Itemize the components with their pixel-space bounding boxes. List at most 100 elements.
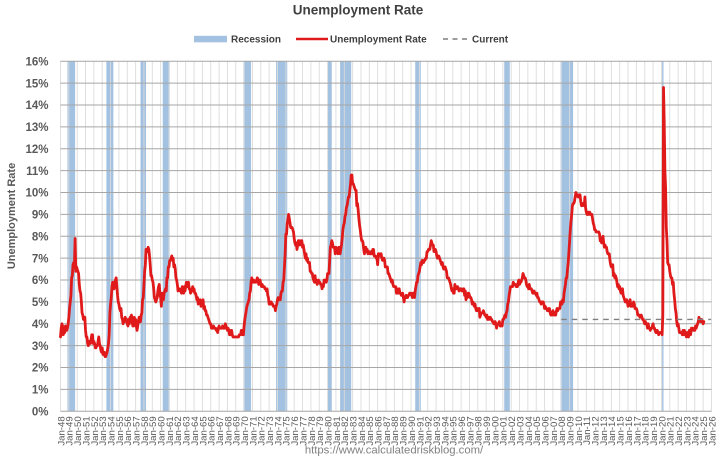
svg-text:Unemployment Rate: Unemployment Rate [6, 163, 18, 269]
svg-text:Current: Current [472, 35, 509, 46]
svg-text:Jan-53: Jan-53 [98, 416, 109, 445]
svg-text:Jan-10: Jan-10 [574, 416, 585, 445]
svg-text:Jan-70: Jan-70 [240, 416, 251, 445]
svg-text:Jan-77: Jan-77 [298, 416, 309, 445]
svg-text:Jan-23: Jan-23 [682, 416, 693, 445]
svg-text:Jan-74: Jan-74 [273, 416, 284, 446]
svg-text:1%: 1% [32, 385, 49, 397]
svg-text:Jan-61: Jan-61 [165, 416, 176, 445]
svg-text:Jan-83: Jan-83 [349, 416, 360, 445]
svg-text:Jan-91: Jan-91 [415, 416, 426, 445]
svg-text:Jan-06: Jan-06 [540, 416, 551, 445]
svg-text:Jan-04: Jan-04 [524, 416, 535, 446]
svg-text:Jan-81: Jan-81 [332, 416, 343, 445]
svg-text:Jan-21: Jan-21 [666, 416, 677, 445]
svg-text:Jan-65: Jan-65 [198, 416, 209, 445]
svg-text:Jan-58: Jan-58 [140, 416, 151, 445]
svg-text:Jan-05: Jan-05 [532, 416, 543, 445]
svg-text:9%: 9% [32, 210, 49, 222]
svg-text:Jan-17: Jan-17 [632, 416, 643, 445]
svg-text:Jan-66: Jan-66 [207, 416, 218, 445]
svg-text:Jan-92: Jan-92 [424, 416, 435, 445]
svg-text:Jan-95: Jan-95 [449, 416, 460, 445]
svg-text:13%: 13% [25, 122, 48, 134]
svg-text:Jan-12: Jan-12 [591, 416, 602, 445]
svg-text:Jan-50: Jan-50 [73, 416, 84, 445]
svg-text:Jan-18: Jan-18 [641, 416, 652, 445]
svg-text:8%: 8% [32, 231, 49, 243]
svg-text:Jan-84: Jan-84 [357, 416, 368, 446]
svg-text:0%: 0% [32, 406, 49, 418]
svg-text:Jan-22: Jan-22 [674, 416, 685, 445]
svg-text:Jan-00: Jan-00 [490, 416, 501, 445]
svg-text:Jan-64: Jan-64 [190, 416, 201, 446]
svg-text:Jan-67: Jan-67 [215, 416, 226, 445]
svg-text:https://www.calculatedriskblog: https://www.calculatedriskblog.com/ [305, 445, 484, 457]
svg-text:Jan-99: Jan-99 [482, 416, 493, 445]
svg-text:Jan-62: Jan-62 [173, 416, 184, 445]
svg-text:Jan-25: Jan-25 [699, 416, 710, 445]
svg-text:3%: 3% [32, 341, 49, 353]
svg-text:Jan-52: Jan-52 [90, 416, 101, 445]
svg-text:6%: 6% [32, 275, 49, 287]
svg-text:Jan-26: Jan-26 [707, 416, 718, 445]
svg-text:Jan-98: Jan-98 [474, 416, 485, 445]
svg-text:14%: 14% [25, 100, 48, 112]
svg-text:10%: 10% [25, 188, 48, 200]
svg-text:Jan-03: Jan-03 [515, 416, 526, 445]
svg-text:Jan-78: Jan-78 [307, 416, 318, 445]
svg-text:Jan-82: Jan-82 [340, 416, 351, 445]
svg-text:Jan-48: Jan-48 [56, 416, 67, 445]
svg-text:Jan-01: Jan-01 [499, 416, 510, 445]
svg-text:Unemployment Rate: Unemployment Rate [330, 35, 427, 46]
svg-text:Jan-93: Jan-93 [432, 416, 443, 445]
svg-text:Jan-85: Jan-85 [365, 416, 376, 445]
svg-text:Jan-19: Jan-19 [649, 416, 660, 445]
svg-text:Jan-97: Jan-97 [465, 416, 476, 445]
svg-text:Jan-60: Jan-60 [157, 416, 168, 445]
svg-text:12%: 12% [25, 144, 48, 156]
svg-text:5%: 5% [32, 297, 49, 309]
svg-text:Jan-11: Jan-11 [582, 416, 593, 445]
svg-text:Jan-20: Jan-20 [657, 416, 668, 445]
svg-text:Jan-24: Jan-24 [691, 416, 702, 446]
svg-text:Jan-75: Jan-75 [282, 416, 293, 445]
svg-text:Jan-07: Jan-07 [549, 416, 560, 445]
svg-text:Jan-73: Jan-73 [265, 416, 276, 445]
svg-text:Recession: Recession [231, 35, 281, 46]
svg-text:Jan-09: Jan-09 [566, 416, 577, 445]
svg-text:Jan-51: Jan-51 [81, 416, 92, 445]
svg-text:Jan-69: Jan-69 [232, 416, 243, 445]
svg-text:Jan-86: Jan-86 [374, 416, 385, 445]
svg-text:Jan-59: Jan-59 [148, 416, 159, 445]
svg-text:Jan-71: Jan-71 [248, 416, 259, 445]
svg-text:Jan-76: Jan-76 [290, 416, 301, 445]
svg-text:Jan-94: Jan-94 [440, 416, 451, 446]
svg-text:Jan-08: Jan-08 [557, 416, 568, 445]
svg-text:16%: 16% [25, 56, 48, 68]
svg-text:2%: 2% [32, 363, 49, 375]
svg-text:Jan-55: Jan-55 [115, 416, 126, 445]
svg-text:Jan-68: Jan-68 [223, 416, 234, 445]
svg-text:Jan-15: Jan-15 [616, 416, 627, 445]
svg-text:Jan-79: Jan-79 [315, 416, 326, 445]
svg-text:Jan-16: Jan-16 [624, 416, 635, 445]
svg-text:Unemployment Rate: Unemployment Rate [293, 3, 424, 18]
svg-text:Jan-54: Jan-54 [106, 416, 117, 446]
svg-text:Jan-87: Jan-87 [382, 416, 393, 445]
svg-text:Jan-57: Jan-57 [132, 416, 143, 445]
svg-text:Jan-63: Jan-63 [182, 416, 193, 445]
svg-text:4%: 4% [32, 319, 49, 331]
svg-text:Jan-72: Jan-72 [257, 416, 268, 445]
svg-text:7%: 7% [32, 253, 49, 265]
svg-text:11%: 11% [26, 166, 48, 178]
svg-text:Jan-88: Jan-88 [390, 416, 401, 445]
svg-text:Jan-56: Jan-56 [123, 416, 134, 445]
svg-text:Jan-14: Jan-14 [607, 416, 618, 446]
svg-text:15%: 15% [25, 78, 48, 90]
svg-text:Jan-49: Jan-49 [65, 416, 76, 445]
svg-text:Jan-13: Jan-13 [599, 416, 610, 445]
svg-text:Jan-90: Jan-90 [407, 416, 418, 445]
svg-text:Jan-96: Jan-96 [457, 416, 468, 445]
svg-text:Jan-80: Jan-80 [323, 416, 334, 445]
